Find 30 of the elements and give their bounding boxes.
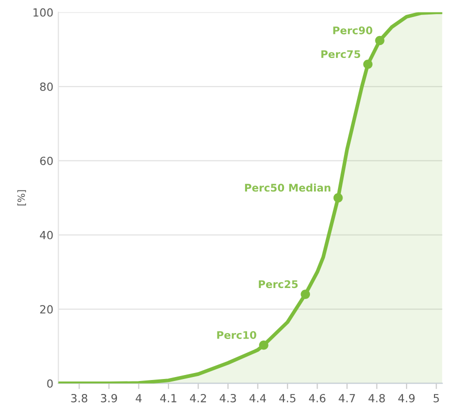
annotation: Perc50 Median [245, 184, 330, 192]
x-tick-label: 4.9 [398, 394, 415, 402]
x-tick-label: 4.5 [279, 394, 296, 402]
point [333, 193, 343, 202]
point [259, 340, 268, 350]
x-tick-label: 4.7 [338, 394, 355, 402]
point [300, 290, 310, 299]
y-tick-label: 60 [40, 156, 53, 166]
annotation: Perc25 [258, 280, 298, 288]
x-tick-label: 4.3 [220, 394, 236, 402]
y-tick-label: 80 [40, 82, 53, 91]
annotation: Perc90 [333, 26, 372, 34]
x-tick-label: 5 [434, 394, 439, 402]
y-tick-label: 0 [47, 379, 53, 388]
x-tick-label: 4.2 [190, 394, 206, 402]
x-tick-label: 4 [136, 394, 142, 402]
point [363, 60, 373, 69]
annotation: Perc75 [321, 50, 360, 58]
x-tick-label: 4.4 [249, 394, 266, 402]
x-tick-label: 3.8 [71, 394, 88, 402]
x-tick-label: 4.8 [368, 394, 385, 402]
x-tick-label: 4.6 [308, 394, 326, 402]
x-tick-label: 3.9 [100, 394, 118, 402]
annotation: Perc10 [217, 331, 256, 339]
y-tick-label: 100 [34, 8, 53, 17]
y-axis-title: [%] [17, 190, 26, 206]
y-tick-label: 20 [40, 305, 53, 314]
x-tick-label: 4.1 [160, 394, 176, 402]
point [375, 36, 384, 46]
y-tick-label: 40 [40, 230, 53, 240]
